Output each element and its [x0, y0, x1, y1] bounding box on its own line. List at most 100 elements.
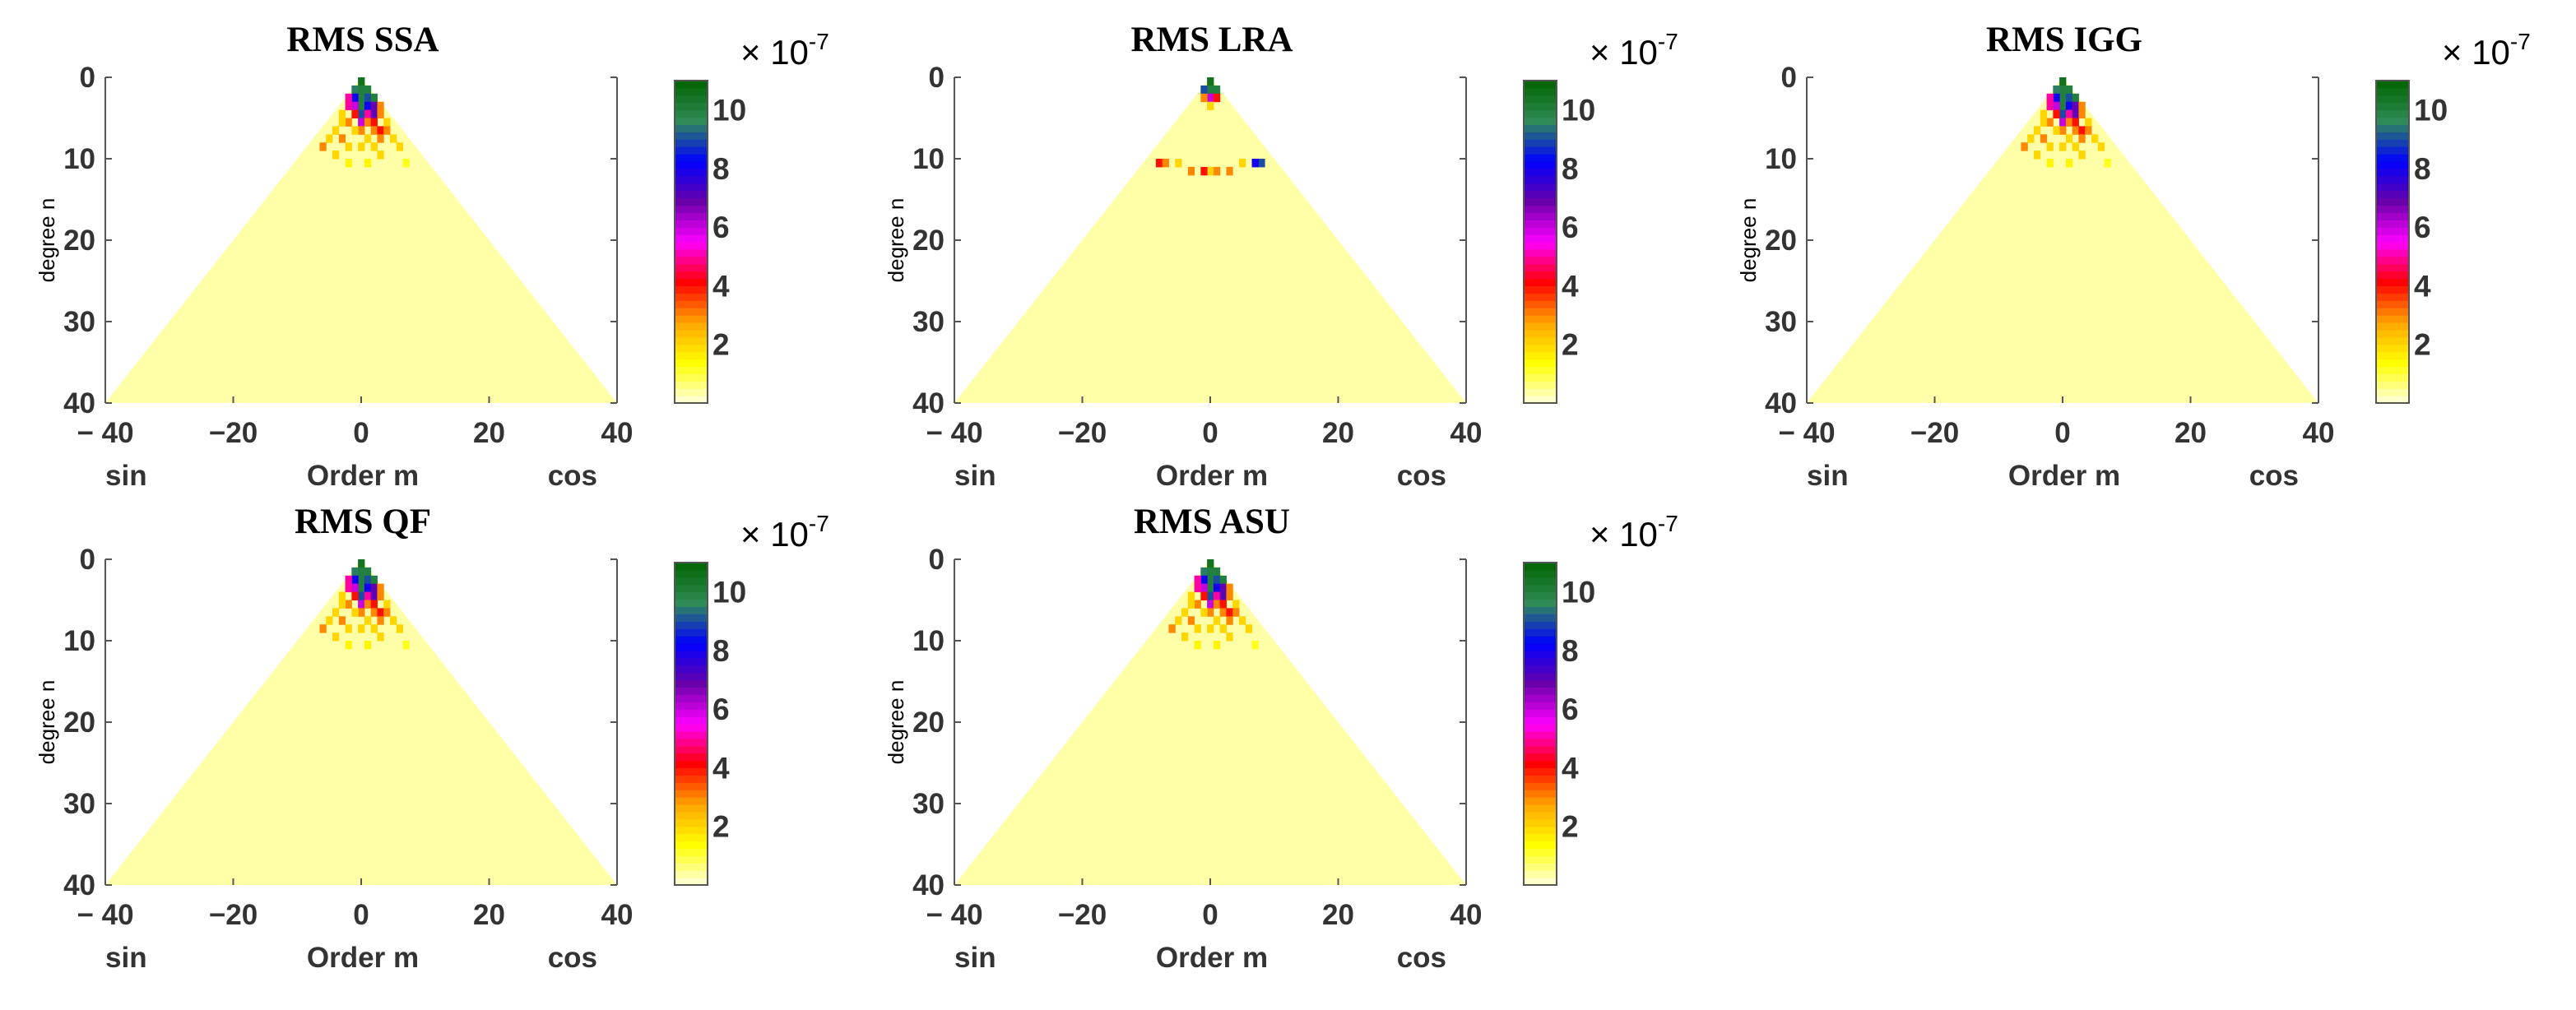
heatmap-cell	[358, 559, 365, 568]
heatmap-cell	[2072, 109, 2079, 118]
x-tick-label: 20	[473, 899, 505, 931]
colorbar-segment	[2376, 175, 2409, 184]
heatmap-cell	[1219, 583, 1227, 593]
heatmap-cell	[364, 591, 372, 600]
heatmap-cell	[358, 126, 365, 135]
heatmap-cell	[351, 591, 359, 600]
heatmap-cell	[326, 134, 333, 143]
heatmap-cell	[351, 101, 359, 111]
heatmap-cell	[364, 567, 372, 577]
colorbar-segment	[1524, 636, 1557, 644]
heatmap-cell	[377, 101, 384, 111]
heatmap-cell	[338, 109, 346, 118]
colorbar-segment	[675, 388, 708, 396]
heatmap-cell	[1207, 77, 1214, 86]
heatmap-cell	[351, 583, 359, 593]
heatmap-cell	[383, 126, 391, 135]
colorbar-segment	[1524, 753, 1557, 762]
colorbar-segment	[1524, 878, 1557, 886]
heatmap-cell	[1213, 641, 1221, 650]
heatmap-cell	[1258, 159, 1265, 168]
colorbar-segment	[675, 614, 708, 622]
heatmap-cell	[1207, 93, 1214, 103]
heatmap-cell	[364, 134, 372, 143]
colorbar-segment	[1524, 359, 1557, 368]
heatmap-cell	[345, 624, 352, 633]
colorbar-segment	[1524, 848, 1557, 856]
colorbar-segment	[675, 315, 708, 323]
heatmap-cell	[2065, 118, 2073, 127]
colorbar-segment	[2376, 168, 2409, 177]
colorbar-segment	[2376, 95, 2409, 104]
colorbar-tick-label: 8	[1562, 634, 1579, 668]
colorbar-segment	[1524, 665, 1557, 674]
colorbar-segment	[675, 599, 708, 608]
colorbar: 2 4 6 8 10 × 10-7	[674, 29, 829, 404]
colorbar-segment	[1524, 870, 1557, 878]
y-axis-label: degree n	[35, 198, 59, 283]
y-tick-label: 30	[63, 788, 95, 820]
heatmap-cell	[396, 142, 404, 151]
colorbar-segment	[1524, 679, 1557, 688]
heatmap-background-triangle	[105, 559, 617, 885]
heatmap-cell	[364, 583, 372, 593]
heatmap-cell	[1175, 616, 1182, 625]
colorbar-segment	[1524, 702, 1557, 710]
heatmap-cell	[358, 608, 365, 617]
colorbar-segment	[675, 679, 708, 688]
colorbar-segment	[2376, 102, 2409, 111]
colorbar-segment	[675, 146, 708, 155]
colorbar-segment	[1524, 643, 1557, 651]
heatmap-cell	[377, 608, 384, 617]
x-tick-label: 20	[1322, 899, 1354, 931]
colorbar-segment	[675, 738, 708, 747]
colorbar-segment	[1524, 818, 1557, 827]
colorbar-segment	[675, 665, 708, 674]
x-tick-label: − 40	[926, 417, 982, 449]
colorbar-segment	[675, 366, 708, 374]
heatmap-panel-rms-qf: − 40 −20 0 20 40 0 10 20 30 40 RMS QF Order m sin cos…	[35, 503, 829, 974]
x-axis-left-label: sin	[954, 942, 996, 974]
heatmap-cell	[364, 616, 372, 625]
colorbar-frame	[674, 562, 708, 886]
x-axis-label: Order m	[2008, 460, 2120, 492]
colorbar-segment	[1524, 724, 1557, 732]
heatmap-panel-rms-asu: − 40 −20 0 20 40 0 10 20 30 40 RMS ASU Order m sin co…	[884, 503, 1678, 974]
heatmap-cell	[1200, 567, 1208, 577]
x-tick-label: −20	[1910, 417, 1959, 449]
colorbar-segment	[1524, 606, 1557, 614]
heatmap-cell	[1200, 575, 1208, 585]
colorbar-segment	[1524, 87, 1557, 96]
colorbar-segment	[1524, 168, 1557, 177]
colorbar-tick-label: 4	[2414, 269, 2431, 303]
y-tick-label: 20	[912, 225, 945, 257]
heatmap-cell	[370, 575, 378, 585]
colorbar-segment	[1524, 263, 1557, 272]
colorbar-segment	[2376, 351, 2409, 360]
colorbar-segment	[2376, 234, 2409, 243]
colorbar-segment	[1524, 687, 1557, 695]
heatmap-cell	[2059, 93, 2067, 103]
colorbar-segment	[2376, 271, 2409, 280]
x-tick-label: −20	[209, 417, 258, 449]
heatmap-cell	[332, 632, 340, 642]
colorbar-segment	[1524, 256, 1557, 265]
heatmap-cell	[1207, 575, 1214, 585]
heatmap-cell	[377, 591, 384, 600]
heatmap-cell	[332, 126, 340, 135]
heatmap-cell	[2059, 77, 2067, 86]
colorbar-segment	[2376, 396, 2409, 404]
heatmap-cell	[332, 151, 340, 160]
heatmap-cell	[364, 93, 372, 103]
heatmap-cell	[358, 567, 365, 577]
colorbar-segment	[675, 855, 708, 864]
colorbar-segment	[1524, 315, 1557, 323]
colorbar-segment	[675, 227, 708, 235]
heatmap-cell	[1207, 85, 1214, 95]
colorbar-segment	[675, 248, 708, 257]
heatmap-cell	[1226, 166, 1233, 176]
x-axis-label: Order m	[1156, 942, 1268, 974]
colorbar-segment	[2376, 285, 2409, 294]
colorbar-segment	[2376, 117, 2409, 126]
